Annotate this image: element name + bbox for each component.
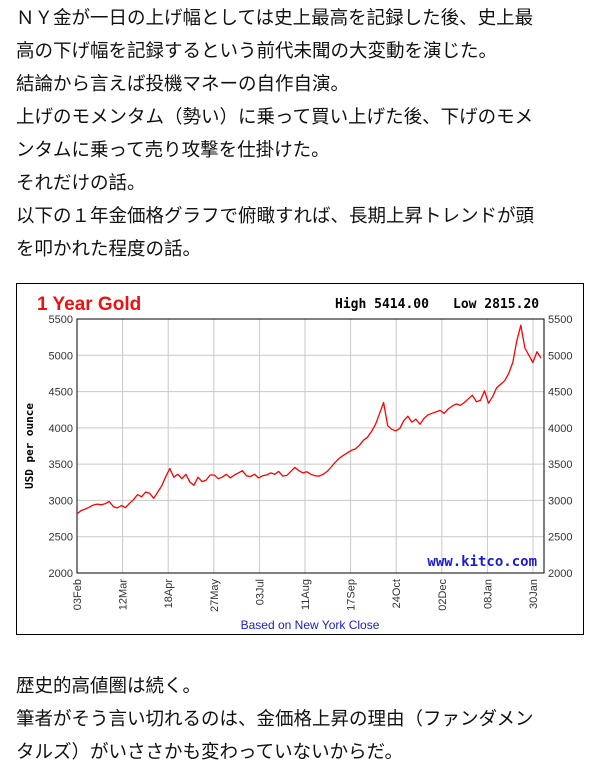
outro-text: 歴史的高値圏は続く。筆者がそう言い切れるのは、金価格上昇の理由（ファンダメン タル… [16, 670, 588, 769]
chart-title: 1 Year Gold [37, 294, 141, 315]
intro-text-line: 結論から言えば投機マネーの自作自演。 [16, 74, 350, 95]
intro-text-line: 以下の１年金価格グラフで俯瞰すれば、長期上昇トレンドが頭 [16, 206, 535, 227]
y-tick-label-left: 5500 [49, 314, 73, 326]
x-tick-label: 30Jan [528, 579, 540, 609]
y-axis-label: USD per ounce [23, 403, 36, 489]
y-tick-label-left: 2000 [49, 568, 73, 580]
y-tick-layer: 2000 2000 2500 2500 3000 3000 3500 3500 4000 4000… [49, 314, 573, 580]
gold-price-line [76, 324, 542, 515]
line-layer [76, 324, 542, 515]
intro-text-line: 高の下げ幅を記録するという前代未聞の大変動を演じた。 [16, 41, 498, 62]
y-tick-label-right: 3000 [548, 495, 572, 507]
x-tick-label: 11Aug [300, 579, 312, 610]
gold-price-chart: 1 Year Gold High 5414.00 Low 2815.20 200… [16, 283, 584, 635]
intro-text: ＮＹ金が一日の上げ幅としては史上最高を記録した後、史上最 高の下げ幅を記録するとい… [16, 2, 588, 266]
x-tick-layer: 03Feb 12Mar 18Apr 27May 03Jul 11Aug 17Sep 24Oct… [72, 579, 540, 613]
x-tick-label: 03Feb [72, 579, 84, 610]
x-tick-label: 24Oct [391, 579, 403, 608]
x-tick-label: 18Apr [163, 579, 175, 609]
x-tick-label: 27May [209, 579, 221, 613]
y-tick-label-left: 3000 [49, 495, 73, 507]
intro-text-line: を叩かれた程度の話。 [16, 239, 202, 260]
y-tick-label-right: 2500 [548, 532, 572, 544]
chart-svg: 1 Year Gold High 5414.00 Low 2815.20 200… [23, 294, 573, 632]
y-tick-label-left: 4500 [49, 387, 73, 399]
outro-text-line: 歴史的高値圏は続く。 [16, 676, 202, 697]
x-tick-label: 08Jan [482, 579, 494, 609]
x-tick-label: 12Mar [118, 579, 130, 611]
y-tick-label-left: 5000 [49, 350, 73, 362]
y-tick-label-right: 5000 [548, 350, 572, 362]
footer-note: Based on New York Close [241, 618, 380, 632]
intro-text-line: 上げのモメンタム（勢い）に乗って買い上げた後、下げのモメ [16, 107, 534, 128]
intro-text-line: ＮＹ金が一日の上げ幅としては史上最高を記録した後、史上最 [16, 8, 534, 29]
y-tick-label-left: 3500 [49, 459, 73, 471]
intro-text-line: ンタムに乗って売り攻撃を仕掛けた。 [16, 140, 330, 161]
high-label: High 5414.00 [335, 297, 429, 312]
outro-text-line: タルズ）がいささかも変わっていないからだ。 [16, 742, 404, 763]
y-tick-label-left: 4000 [49, 423, 73, 435]
y-tick-label-right: 3500 [548, 459, 572, 471]
y-tick-label-right: 2000 [548, 568, 572, 580]
y-tick-label-right: 4000 [548, 423, 572, 435]
x-tick-label: 17Sep [346, 579, 358, 611]
y-tick-label-right: 5500 [548, 314, 572, 326]
outro-text-line: 筆者がそう言い切れるのは、金価格上昇の理由（ファンダメン [16, 709, 534, 730]
plot-area-border [76, 318, 545, 574]
y-tick-label-left: 2500 [49, 532, 73, 544]
intro-text-line: それだけの話。 [16, 173, 146, 194]
kitco-watermark: www.kitco.com [427, 554, 537, 570]
y-tick-label-right: 4500 [548, 387, 572, 399]
low-label: Low 2815.20 [453, 297, 539, 312]
grid-layer [76, 318, 544, 574]
x-tick-label: 02Dec [437, 579, 449, 611]
x-tick-label: 03Jul [254, 579, 266, 605]
